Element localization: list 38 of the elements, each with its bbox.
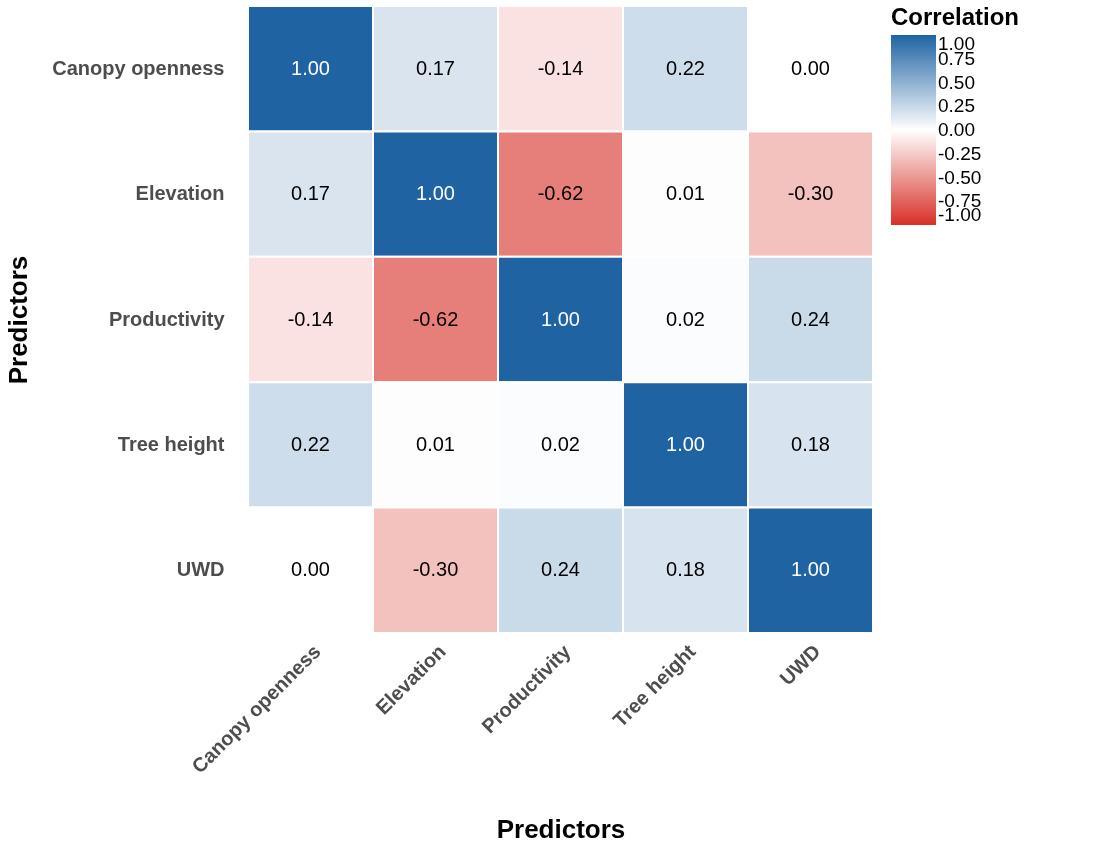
data-label: 0.01 <box>416 432 455 455</box>
data-label: 0.18 <box>791 432 830 455</box>
color-bar-label: 0.25 <box>938 95 975 117</box>
data-label: 0.24 <box>541 558 580 581</box>
data-label: 1.00 <box>666 432 705 455</box>
data-label: 0.00 <box>291 558 330 581</box>
data-label: 0.17 <box>416 56 455 79</box>
y-tick-label: Elevation <box>135 182 225 205</box>
x-axis-title: Predictors <box>496 814 626 845</box>
data-label: 1.00 <box>416 182 455 205</box>
data-label: 0.24 <box>791 307 830 330</box>
color-bar-label: 0.50 <box>938 71 975 93</box>
color-bar-label: 0.00 <box>938 119 975 140</box>
data-label: 0.01 <box>666 182 705 205</box>
data-label: 0.22 <box>291 432 330 455</box>
data-label: 0.02 <box>666 307 705 330</box>
color-bar-label: -0.25 <box>938 142 982 164</box>
y-tick-label: Productivity <box>108 307 226 330</box>
legend-title: Correlation <box>891 3 1020 30</box>
data-label: -0.62 <box>412 307 459 330</box>
data-label: -0.14 <box>287 307 334 330</box>
data-label: 1.00 <box>791 558 830 581</box>
data-label: 1.00 <box>291 56 330 79</box>
color-bar-label: -0.50 <box>938 166 982 188</box>
data-label: 0.00 <box>791 56 830 79</box>
data-label: 0.02 <box>541 432 580 455</box>
data-label: 0.18 <box>666 558 705 581</box>
data-label: -0.62 <box>537 182 584 205</box>
data-label: -0.30 <box>787 182 834 205</box>
data-label: 0.22 <box>666 56 705 79</box>
data-label: 1.00 <box>541 307 580 330</box>
data-label: -0.14 <box>537 56 584 79</box>
y-tick-label: Tree height <box>117 432 225 455</box>
y-axis-title: Predictors <box>3 255 34 385</box>
y-tick-label: Canopy openness <box>52 56 225 79</box>
data-label: 0.17 <box>291 182 330 205</box>
y-tick-label: UWD <box>176 558 225 581</box>
data-label: -0.30 <box>412 558 459 581</box>
